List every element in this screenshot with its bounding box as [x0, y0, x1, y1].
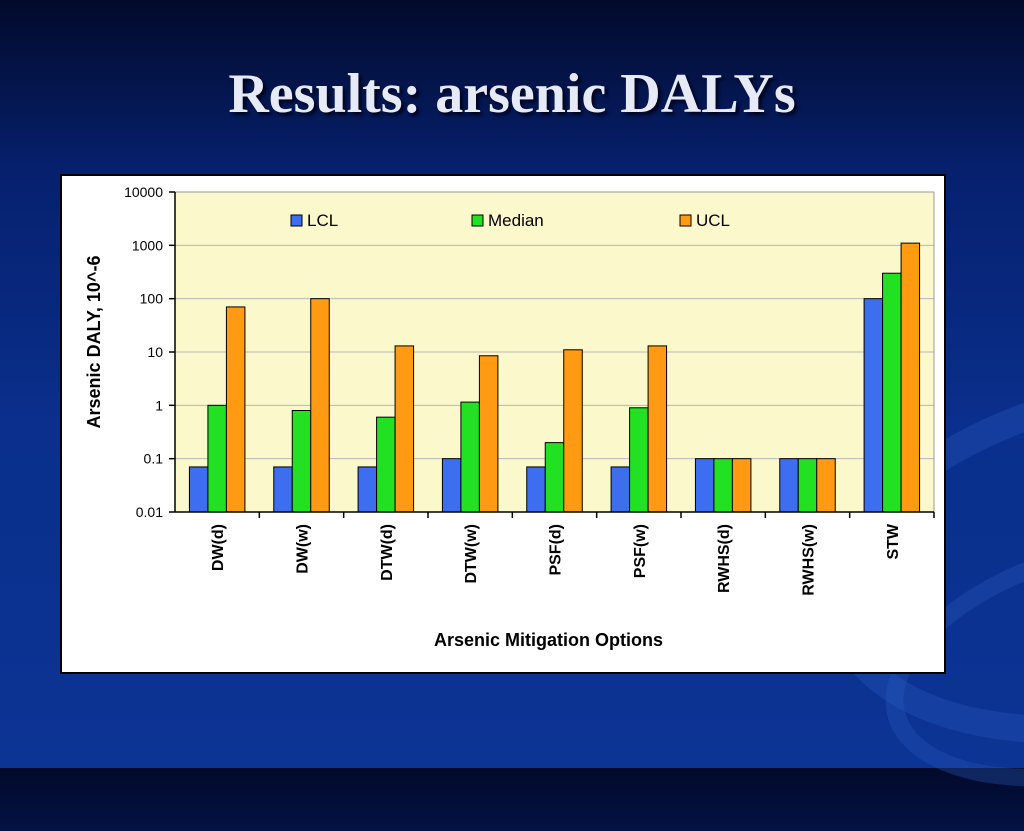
bar-lcl-6: [694, 458, 715, 513]
x-tick-label: DTW(w): [463, 524, 480, 584]
legend-label-lcl: LCL: [307, 211, 338, 230]
slide-title: Results: arsenic DALYs: [228, 63, 796, 125]
chart-frame: 10000 1000 100 10 1 0.1 0.01 DW(d) DW(w) DTW(d) DT…: [60, 174, 946, 674]
bar-ucl-2: [394, 345, 415, 513]
legend-swatch-ucl: [679, 214, 692, 227]
bar-median-2: [376, 416, 396, 513]
x-tick-label: DW(w): [295, 524, 312, 574]
bar-median-5: [629, 407, 649, 513]
axes: 10000 1000 100 10 1 0.1 0.01 DW(d) DW(w) DTW(d) DT…: [124, 184, 935, 596]
bar-ucl-7: [816, 458, 836, 513]
legend-swatch-lcl: [290, 214, 303, 227]
bar-lcl-7: [779, 458, 799, 513]
x-tick-label: RWHS(w): [801, 524, 818, 596]
y-tick-label: 10: [147, 344, 163, 360]
bars: [188, 242, 921, 513]
bar-ucl-8: [900, 242, 921, 513]
bar-median-6: [713, 458, 733, 513]
bar-ucl-1: [310, 298, 330, 513]
y-tick-label: 1000: [132, 237, 163, 253]
x-tick-label: STW: [885, 523, 902, 559]
x-tick-label: RWHS(d): [716, 524, 733, 593]
bar-lcl-5: [610, 466, 631, 513]
x-tick-label: PSF(d): [548, 524, 565, 576]
y-tick-label: 10000: [124, 184, 163, 200]
bar-median-1: [291, 410, 312, 513]
y-tick-label: 100: [140, 291, 164, 307]
bar-lcl-1: [273, 466, 293, 513]
x-axis-title: Arsenic Mitigation Options: [434, 630, 663, 650]
bar-ucl-6: [731, 458, 752, 513]
bar-ucl-4: [563, 349, 583, 513]
bar-median-8: [882, 272, 902, 513]
legend-label-median: Median: [488, 211, 544, 230]
y-tick-label: 0.01: [136, 504, 163, 520]
bar-lcl-2: [357, 466, 378, 513]
bar-lcl-0: [188, 466, 209, 513]
x-tick-label: DTW(d): [379, 524, 396, 581]
bar-median-3: [460, 401, 480, 513]
legend: LCL Median UCL: [290, 211, 730, 230]
bar-median-4: [544, 442, 565, 513]
bar-ucl-5: [647, 345, 668, 513]
bar-lcl-8: [863, 298, 884, 513]
bar-median-7: [797, 458, 818, 513]
bar-ucl-3: [478, 355, 499, 513]
legend-swatch-median: [471, 214, 484, 227]
x-tick-label: PSF(w): [632, 524, 649, 578]
legend-label-ucl: UCL: [696, 211, 730, 230]
y-tick-label: 1: [155, 397, 163, 413]
bar-chart: 10000 1000 100 10 1 0.1 0.01 DW(d) DW(w) DTW(d) DT…: [84, 184, 935, 650]
y-axis-title: Arsenic DALY, 10^-6: [84, 256, 104, 429]
bar-ucl-0: [225, 306, 246, 513]
y-tick-label: 0.1: [144, 451, 164, 467]
bar-median-0: [207, 404, 227, 513]
bar-lcl-3: [441, 458, 462, 513]
x-tick-label: DW(d): [210, 524, 227, 571]
bar-lcl-4: [526, 466, 546, 513]
